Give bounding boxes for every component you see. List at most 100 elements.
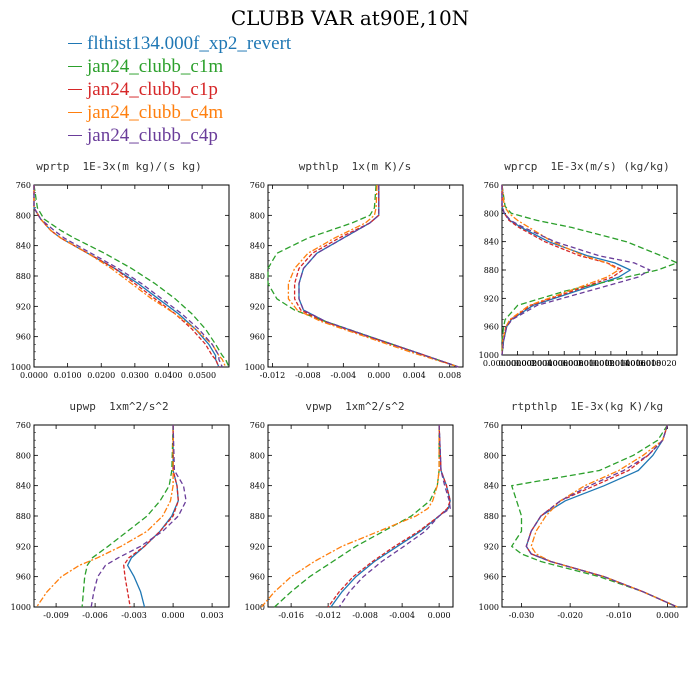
- legend-label: jan24_clubb_c1p: [87, 78, 218, 100]
- y-tick-label: 880: [484, 266, 499, 275]
- x-tick-label: 0.000020: [638, 359, 676, 368]
- series-line-jan24_clubb_c4p: [525, 424, 678, 608]
- y-tick-label: 760: [484, 181, 499, 190]
- plot-frame: [501, 424, 688, 608]
- series-line-jan24_clubb_c4p: [501, 185, 651, 356]
- series-line-jan24_clubb_c1p: [327, 424, 451, 608]
- plot-frame: [33, 424, 230, 608]
- y-tick-label: 800: [484, 209, 499, 218]
- y-tick-label: 960: [484, 323, 499, 332]
- legend: flthist134.000f_xp2_revert jan24_clubb_c…: [68, 32, 291, 147]
- y-tick-label: 960: [16, 333, 31, 342]
- x-tick-label: 0.000002: [498, 359, 536, 368]
- y-tick-label: 800: [484, 451, 499, 460]
- x-tick-label: -0.010: [606, 611, 632, 620]
- series-line-jan24_clubb_c1p: [33, 185, 220, 368]
- panel-title: vpwp 1xm^2/s^2: [305, 400, 405, 413]
- legend-label: jan24_clubb_c1m: [87, 55, 224, 77]
- x-tick-label: -0.006: [82, 611, 108, 620]
- y-tick-label: 800: [250, 451, 265, 460]
- x-tick-label: -0.012: [315, 611, 341, 620]
- series-line-jan24_clubb_c1p: [501, 185, 624, 356]
- y-tick-label: 920: [250, 302, 265, 311]
- series-line-jan24_clubb_c1p: [123, 425, 179, 608]
- plot-vpwp: 760 800 840 880 920 960 1000 -0.016 -0.012 -0.008…: [245, 421, 454, 620]
- series-line-jan24_clubb_c4p: [33, 185, 223, 368]
- x-tick-label: 0.0200: [87, 371, 115, 380]
- series-line-jan24_clubb_c4m: [261, 425, 440, 608]
- y-tick-label: 880: [16, 272, 31, 281]
- y-tick-label: 840: [484, 238, 499, 247]
- series-line-flthist134.000f_xp2_revert: [330, 424, 451, 608]
- y-tick-label: 840: [16, 482, 31, 491]
- y-tick-label: 760: [250, 181, 265, 190]
- panel-rtpthlp: rtpthlp 1E-3x(kg K)/kg 760 800 840 880 920 96…: [474, 400, 700, 625]
- y-tick-label: 1000: [11, 363, 31, 372]
- panel-title: upwp 1xm^2/s^2: [69, 400, 169, 413]
- series-line-flthist134.000f_xp2_revert: [126, 425, 179, 608]
- x-tick-label: 0.000: [162, 611, 185, 620]
- x-tick-label: -0.003: [121, 611, 147, 620]
- y-tick-label: 840: [484, 482, 499, 491]
- series-line-jan24_clubb_c4p: [298, 185, 459, 368]
- legend-swatch: [68, 66, 82, 67]
- x-tick-label: 0.000008: [545, 359, 583, 368]
- x-tick-label: -0.008: [295, 371, 321, 380]
- series-line-jan24_clubb_c4p: [90, 424, 187, 608]
- series-line-flthist134.000f_xp2_revert: [501, 185, 631, 356]
- x-tick-label: 0.008: [438, 371, 461, 380]
- x-tick-label: 0.003: [201, 611, 224, 620]
- y-tick-label: 960: [484, 573, 499, 582]
- legend-item: jan24_clubb_c1m: [68, 55, 291, 78]
- x-tick-label: 0.000004: [514, 359, 552, 368]
- plot-wprcp: 76080084088092096010000.0000000.0000020.…: [479, 181, 678, 368]
- x-tick-label: 0.0500: [188, 371, 216, 380]
- series-line-flthist134.000f_xp2_revert: [525, 424, 678, 608]
- y-tick-label: 960: [250, 573, 265, 582]
- series-line-jan24_clubb_c4m: [33, 185, 227, 368]
- y-tick-label: 760: [16, 421, 31, 430]
- series-line-jan24_clubb_c4m: [287, 184, 459, 368]
- x-tick-label: -0.020: [557, 611, 583, 620]
- panel-title: wpthlp 1x(m K)/s: [298, 160, 412, 173]
- x-tick-label: 0.0400: [154, 371, 182, 380]
- x-tick-label: 0.0000: [20, 371, 48, 380]
- x-tick-label: 0.000018: [623, 359, 661, 368]
- y-tick-label: 920: [250, 542, 265, 551]
- series-line-jan24_clubb_c4m: [501, 184, 620, 356]
- plot-upwp: 760 800 840 880 920 960 1000 -0.009 -0.006 -0.003…: [11, 421, 230, 620]
- panel-vpwp: vpwp 1xm^2/s^2 760 800 840 880 920 960 1000 -0.…: [240, 400, 470, 625]
- y-tick-label: 840: [250, 482, 265, 491]
- y-tick-label: 880: [250, 512, 265, 521]
- panel-wprtp: wprtp 1E-3x(m kg)/(s kg) 760 800 840 880 920…: [4, 160, 234, 385]
- series-line-jan24_clubb_c1p: [293, 185, 459, 368]
- y-tick-label: 920: [484, 542, 499, 551]
- x-tick-label: 0.0100: [54, 371, 82, 380]
- series-line-jan24_clubb_c1m: [511, 424, 678, 608]
- x-tick-label: -0.016: [278, 611, 304, 620]
- x-tick-label: -0.009: [43, 611, 69, 620]
- x-tick-label: -0.004: [331, 371, 357, 380]
- legend-swatch: [68, 112, 82, 113]
- series-line-jan24_clubb_c1m: [501, 184, 678, 355]
- series-line-jan24_clubb_c4p: [338, 424, 451, 608]
- x-tick-label: 0.004: [403, 371, 426, 380]
- legend-label: jan24_clubb_c4m: [87, 101, 224, 123]
- legend-item: flthist134.000f_xp2_revert: [68, 32, 291, 55]
- y-tick-label: 760: [16, 181, 31, 190]
- y-tick-label: 800: [250, 211, 265, 220]
- y-tick-label: 960: [16, 573, 31, 582]
- y-tick-label: 1000: [479, 351, 499, 360]
- panel-title: wprtp 1E-3x(m kg)/(s kg): [36, 160, 202, 173]
- plot-frame: [33, 184, 230, 368]
- legend-swatch: [68, 89, 82, 90]
- x-tick-label: 0.000: [428, 611, 451, 620]
- y-tick-label: 760: [250, 421, 265, 430]
- x-tick-label: 0.000: [656, 611, 679, 620]
- legend-item: jan24_clubb_c4p: [68, 124, 291, 147]
- x-tick-label: 0.000016: [607, 359, 645, 368]
- x-tick-label: 0.0300: [121, 371, 149, 380]
- x-tick-label: 0.000000: [483, 359, 521, 368]
- y-tick-label: 880: [250, 272, 265, 281]
